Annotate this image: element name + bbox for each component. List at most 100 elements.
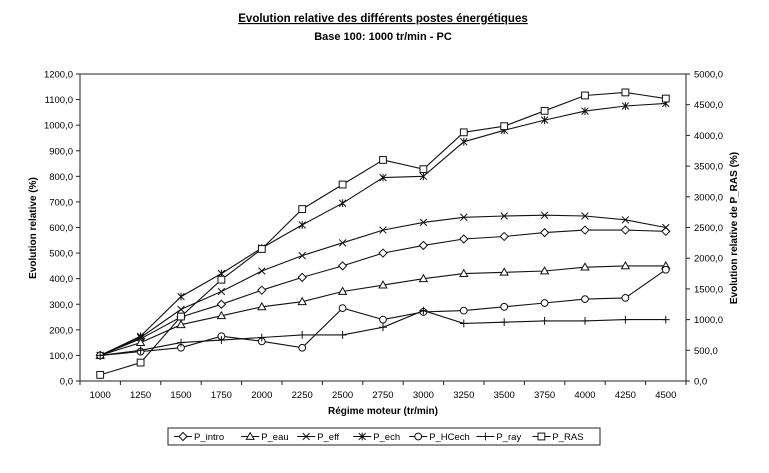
data-point [540,116,549,124]
data-point [662,223,670,232]
data-point [459,234,469,244]
y-tick-label: 600,0 [49,223,73,234]
data-point [379,173,387,182]
data-point [500,122,509,131]
data-point [460,137,468,146]
data-point [620,225,631,235]
x-tick-label: 3750 [534,390,555,401]
data-point [378,248,388,258]
y-tick-label: 100,0 [49,351,73,362]
legend-marker [178,431,188,442]
y-tick-label: 0,0 [60,377,73,388]
data-point [136,332,145,341]
data-point [621,293,630,302]
data-point [379,323,387,332]
data-point [581,295,589,304]
y2-tick-label: 3000,0 [694,192,723,203]
y2-tick-label: 0,0 [694,377,707,388]
data-point [581,212,589,220]
data-point [338,199,347,208]
data-point [136,346,145,355]
x-tick-label: 2500 [332,390,353,401]
series-P_intro [95,225,671,361]
data-point [540,316,549,325]
data-point [621,88,630,97]
legend-marker [245,431,255,440]
legend-label: P_HCech [429,432,470,443]
data-point [459,306,468,315]
y2-tick-label: 5000,0 [694,70,723,81]
legend-item-P_eau: P_eau [241,431,289,443]
y2-tick-label: 2000,0 [694,254,723,265]
y2-tick-label: 4500,0 [694,100,723,111]
y2-tick-label: 4000,0 [694,131,723,142]
legend-item-P_RAS: P_RAS [532,432,584,443]
data-point [298,343,307,352]
data-point [621,216,630,224]
data-point [177,312,185,321]
data-point [540,106,549,115]
data-point [459,319,468,328]
data-point [216,299,227,309]
data-point [378,280,388,289]
data-point [96,370,105,379]
data-point [217,287,226,296]
data-point [338,239,347,247]
series-line [100,91,666,376]
series-P_ray [96,306,670,360]
y2-tick-label: 2500,0 [694,223,723,234]
y-tick-label: 700,0 [49,197,73,208]
data-point [499,231,509,242]
data-point [96,351,105,360]
y-tick-label: 300,0 [49,300,73,311]
x-tick-label: 1750 [211,390,232,401]
data-point [418,273,429,283]
plot-frame [79,73,687,382]
y-tick-label: 1100,0 [45,95,73,106]
data-point [500,318,509,327]
data-point [298,205,307,213]
legend-label: P_ech [373,432,400,443]
x-tick-label: 1000 [90,390,111,401]
chart-title: Evolution relative des différents postes… [238,13,528,25]
x-axis-label: Régime moteur (tr/min) [328,406,438,417]
data-point [419,165,428,174]
data-point [459,268,469,277]
x-tick-label: 4250 [615,390,636,401]
data-point [581,91,589,100]
data-point [661,226,671,237]
legend-box [167,427,601,446]
data-point [298,251,306,260]
data-point [337,286,348,295]
legend-item-P_intro: P_intro [174,431,224,443]
data-point [338,331,347,339]
data-point [177,305,185,314]
data-point [298,331,307,339]
x-tick-label: 4500 [655,390,676,401]
data-point [500,212,508,220]
x-tick-label: 3000 [413,390,434,401]
data-point [621,102,630,110]
y-tick-label: 800,0 [49,172,73,183]
data-point [581,107,589,115]
data-point [581,316,589,325]
y2-tick-label: 1000,0 [694,315,723,326]
data-point [257,301,267,311]
series-P_RAS [96,88,670,379]
data-point [257,285,267,295]
data-point [459,128,468,137]
x-tick-label: 4000 [574,390,595,401]
legend-item-P_eff: P_eff [297,432,340,443]
data-point [419,218,428,227]
x-tick-label: 3250 [453,390,474,401]
data-point [620,260,631,270]
data-point [379,156,387,164]
y-tick-label: 900,0 [49,146,73,157]
data-point [257,333,266,342]
data-point [257,245,266,253]
x-tick-label: 3500 [494,390,515,401]
legend-label: P_eau [261,432,288,443]
y-tick-label: 400,0 [49,274,73,285]
data-point [337,261,348,271]
